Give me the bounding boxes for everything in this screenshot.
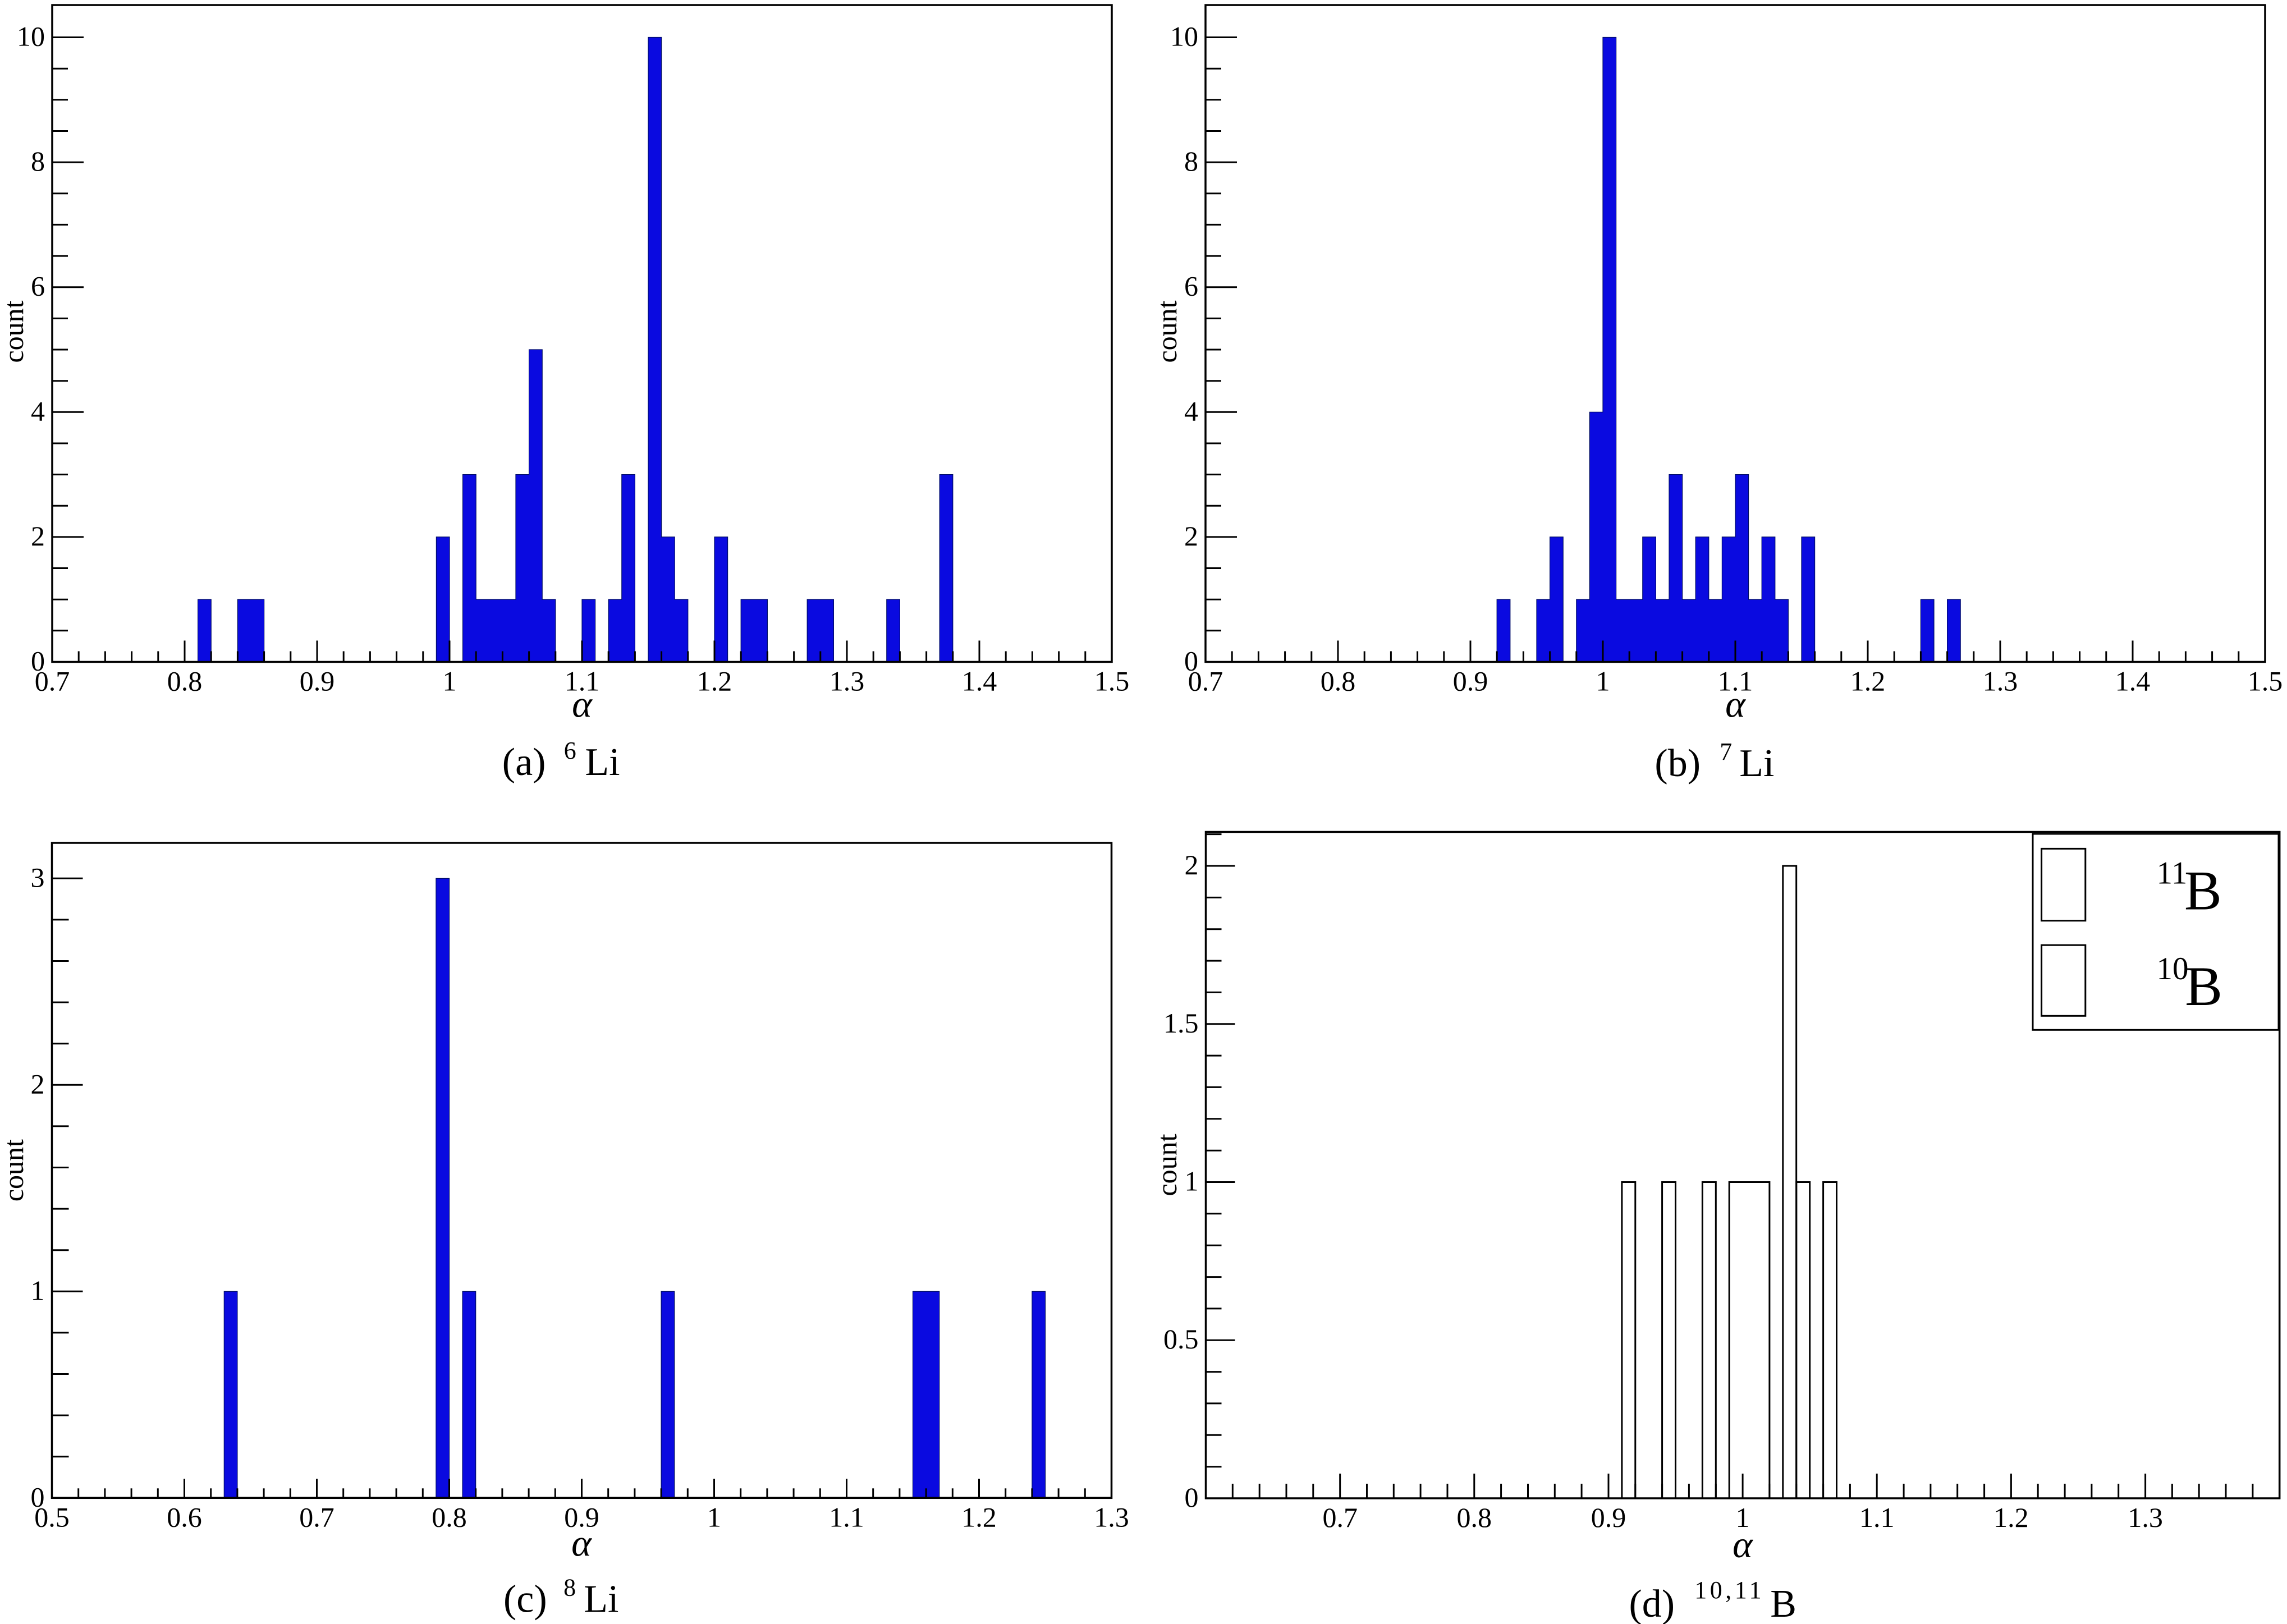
- svg-text:0.8: 0.8: [167, 666, 203, 697]
- svg-text:0: 0: [1184, 645, 1198, 677]
- svg-text:0.8: 0.8: [432, 1501, 467, 1533]
- svg-text:0.5: 0.5: [34, 1501, 70, 1533]
- svg-text:0.7: 0.7: [299, 1501, 334, 1533]
- svg-text:α: α: [571, 1522, 592, 1565]
- svg-text:α: α: [1725, 683, 1746, 726]
- svg-text:α: α: [572, 683, 593, 726]
- svg-text:1: 1: [1185, 1166, 1199, 1197]
- svg-text:1: 1: [1596, 666, 1610, 697]
- svg-text:0.9: 0.9: [300, 666, 335, 697]
- svg-text:11: 11: [2157, 856, 2188, 891]
- svg-text:1.2: 1.2: [961, 1501, 997, 1533]
- svg-text:6: 6: [31, 270, 45, 302]
- svg-text:count: count: [1151, 300, 1183, 363]
- svg-text:1.3: 1.3: [1983, 666, 2018, 697]
- svg-text:1: 1: [1736, 1502, 1750, 1533]
- svg-text:1.4: 1.4: [2115, 666, 2151, 697]
- svg-text:(c): (c): [503, 1578, 547, 1621]
- svg-text:(b): (b): [1654, 742, 1701, 785]
- svg-text:1: 1: [707, 1501, 721, 1533]
- svg-text:1.2: 1.2: [1850, 666, 1886, 697]
- svg-text:4: 4: [1184, 395, 1198, 426]
- svg-text:8: 8: [31, 145, 45, 177]
- svg-text:0: 0: [1185, 1481, 1199, 1513]
- svg-text:Li: Li: [584, 1578, 618, 1621]
- svg-text:6: 6: [564, 737, 576, 764]
- svg-text:(d): (d): [1629, 1582, 1675, 1624]
- svg-text:10,11: 10,11: [1694, 1576, 1764, 1604]
- svg-text:10: 10: [2157, 951, 2189, 987]
- svg-text:8: 8: [563, 1574, 576, 1602]
- svg-text:1.2: 1.2: [1993, 1502, 2029, 1533]
- svg-text:1.4: 1.4: [962, 666, 997, 697]
- svg-text:1.3: 1.3: [829, 666, 865, 697]
- svg-text:0.7: 0.7: [35, 666, 70, 697]
- svg-text:count: count: [1151, 1134, 1183, 1196]
- svg-text:0.7: 0.7: [1322, 1502, 1358, 1533]
- svg-text:(a): (a): [502, 741, 546, 784]
- svg-text:7: 7: [1720, 738, 1732, 765]
- svg-text:0.9: 0.9: [1591, 1502, 1626, 1533]
- svg-text:1.5: 1.5: [1163, 1007, 1199, 1039]
- svg-text:α: α: [1733, 1523, 1753, 1566]
- svg-text:0: 0: [31, 645, 45, 677]
- svg-text:1.5: 1.5: [1094, 666, 1130, 697]
- svg-text:4: 4: [31, 395, 45, 426]
- svg-text:count: count: [0, 300, 29, 363]
- svg-text:1.5: 1.5: [2248, 666, 2283, 697]
- svg-text:0: 0: [31, 1481, 45, 1512]
- svg-text:1: 1: [31, 1274, 45, 1306]
- svg-text:0.9: 0.9: [564, 1501, 599, 1533]
- svg-text:1.1: 1.1: [565, 666, 600, 697]
- svg-text:1: 1: [443, 666, 457, 697]
- svg-text:2: 2: [1184, 520, 1198, 552]
- svg-text:0.9: 0.9: [1453, 666, 1488, 697]
- svg-text:8: 8: [1184, 145, 1198, 177]
- svg-text:0.5: 0.5: [1163, 1323, 1199, 1355]
- svg-text:1.2: 1.2: [697, 666, 732, 697]
- svg-text:B: B: [1770, 1582, 1796, 1624]
- svg-text:1.3: 1.3: [2128, 1502, 2163, 1533]
- svg-text:2: 2: [31, 1068, 45, 1099]
- svg-text:6: 6: [1184, 270, 1198, 302]
- svg-text:Li: Li: [1739, 742, 1774, 785]
- svg-text:B: B: [2184, 859, 2222, 921]
- svg-text:1.1: 1.1: [829, 1501, 864, 1533]
- svg-text:3: 3: [31, 861, 45, 893]
- svg-text:1.3: 1.3: [1094, 1501, 1129, 1533]
- svg-text:count: count: [0, 1139, 29, 1201]
- svg-text:10: 10: [17, 21, 45, 52]
- svg-text:1.1: 1.1: [1859, 1502, 1895, 1533]
- svg-text:0.8: 0.8: [1457, 1502, 1492, 1533]
- svg-text:0.6: 0.6: [167, 1501, 202, 1533]
- svg-text:0.7: 0.7: [1188, 666, 1223, 697]
- svg-text:Li: Li: [585, 741, 620, 784]
- svg-text:B: B: [2185, 955, 2222, 1017]
- svg-text:2: 2: [31, 520, 45, 552]
- svg-text:1.1: 1.1: [1718, 666, 1753, 697]
- svg-text:0.8: 0.8: [1321, 666, 1356, 697]
- svg-text:2: 2: [1185, 849, 1199, 880]
- svg-text:10: 10: [1170, 21, 1198, 52]
